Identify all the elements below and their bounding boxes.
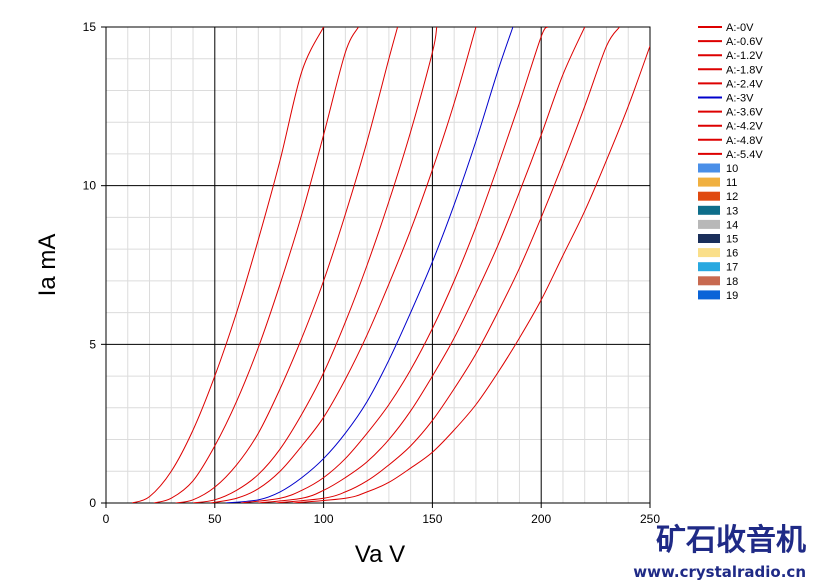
x-axis-label: Va V — [355, 541, 405, 568]
legend-entry-label: A:-2.4V — [726, 78, 763, 90]
major-grid — [106, 27, 650, 503]
legend-entry-label: A:-0.6V — [726, 36, 763, 48]
x-tick-label: 50 — [208, 512, 222, 526]
series-line-1 — [153, 27, 359, 503]
x-tick-label: 150 — [422, 512, 442, 526]
legend-entry-label: A:-4.8V — [726, 135, 763, 147]
series-layer — [131, 27, 650, 503]
legend-entry-label: 10 — [726, 163, 738, 175]
legend-entry-label: A:-3.6V — [726, 107, 763, 119]
watermark-url: www.crystalradio.cn — [633, 563, 806, 581]
legend-entry-label: A:-1.8V — [726, 64, 763, 76]
series-line-7 — [258, 27, 586, 503]
legend-entry-label: 12 — [726, 191, 738, 203]
legend-swatch-box — [698, 219, 720, 229]
legend-entry-label: 13 — [726, 205, 738, 217]
series-line-8 — [275, 27, 620, 503]
series-line-4 — [210, 27, 477, 503]
minor-grid — [106, 27, 650, 503]
x-tick-label: 200 — [531, 512, 551, 526]
series-line-5 — [225, 27, 514, 503]
legend-swatch-box — [698, 276, 720, 286]
legend-entry-label: 18 — [726, 276, 738, 288]
legend-entry-label: 14 — [726, 219, 738, 231]
plot-frame — [105, 26, 651, 504]
x-tick-label: 100 — [314, 512, 334, 526]
legend-swatch-box — [698, 191, 720, 201]
legend-entry-label: A:-3V — [726, 93, 754, 105]
legend-entry-label: 11 — [726, 177, 737, 189]
legend-swatch-box — [698, 248, 720, 258]
legend-entry-label: A:-4.2V — [726, 121, 763, 133]
legend-entry-label: 15 — [726, 234, 738, 246]
legend-entry-label: A:-0V — [726, 22, 754, 34]
x-tick-label: 250 — [640, 512, 660, 526]
y-tick-label: 15 — [83, 20, 97, 34]
legend-entry-label: 17 — [726, 262, 738, 274]
legend-swatch-box — [698, 163, 720, 173]
legend-swatch-box — [698, 290, 720, 300]
x-tick-label: 0 — [103, 512, 110, 526]
y-tick-label: 5 — [89, 337, 96, 351]
legend: A:-0V A:-0.6V A:-1.2V A:-1.8V A:-2.4V A:-3V A:… — [698, 22, 763, 302]
legend-swatch-box — [698, 177, 720, 187]
y-tick-label: 0 — [89, 496, 96, 510]
legend-swatch-box — [698, 234, 720, 243]
legend-swatch-box — [698, 262, 720, 272]
ticks-layer: 0 50 100 150 200 250 0 5 10 15 — [83, 20, 661, 526]
series-line-3 — [192, 27, 438, 503]
series-line-9 — [293, 45, 650, 503]
watermark: 矿石收音机 www.crystalradio.cn — [633, 523, 806, 581]
series-line-0 — [131, 27, 325, 503]
watermark-brand: 矿石收音机 — [656, 523, 806, 558]
legend-entry-label: A:-5.4V — [726, 149, 763, 161]
legend-entry-label: 19 — [726, 290, 738, 302]
series-line-6 — [240, 27, 549, 503]
legend-swatch-box — [698, 205, 720, 215]
series-line-2 — [175, 27, 399, 503]
y-axis-label: Ia mA — [34, 234, 61, 297]
legend-entry-label: 16 — [726, 248, 738, 260]
y-tick-label: 10 — [83, 179, 97, 193]
legend-entry-label: A:-1.2V — [726, 50, 763, 62]
